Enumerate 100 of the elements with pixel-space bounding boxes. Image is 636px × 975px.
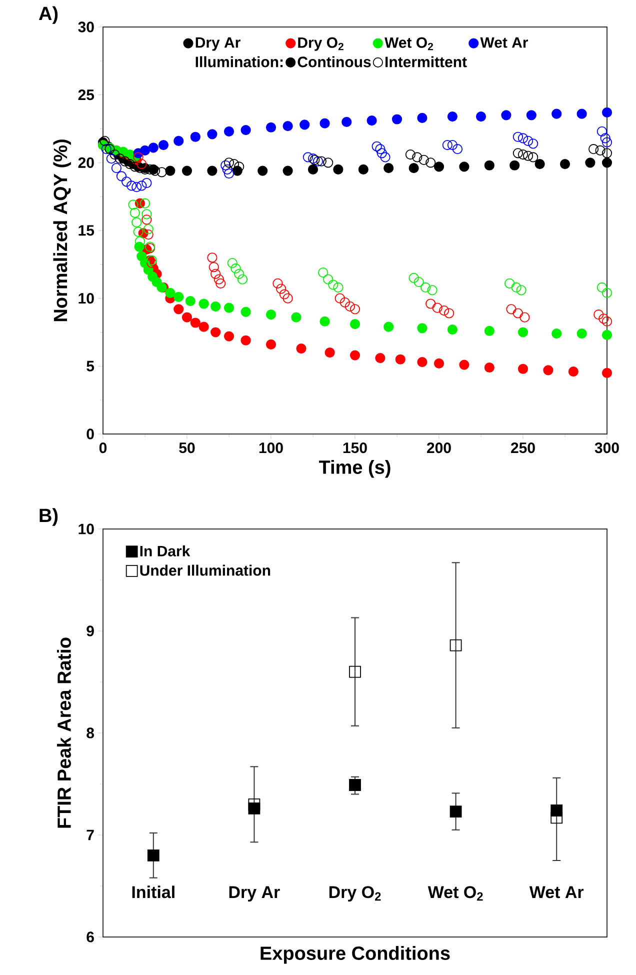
y-tick-label: 6 bbox=[86, 932, 94, 942]
point bbox=[602, 330, 612, 340]
point bbox=[148, 142, 158, 153]
point bbox=[543, 365, 554, 376]
annotation: Illumination: bbox=[196, 56, 283, 68]
point bbox=[450, 806, 462, 818]
point bbox=[165, 166, 176, 176]
point bbox=[324, 348, 335, 358]
y-tick-label: 9 bbox=[86, 626, 94, 636]
point bbox=[228, 158, 240, 170]
point bbox=[214, 274, 224, 284]
point bbox=[518, 327, 528, 338]
point bbox=[384, 163, 394, 174]
point bbox=[414, 276, 424, 288]
point bbox=[116, 171, 127, 182]
point bbox=[350, 350, 360, 360]
point bbox=[568, 366, 578, 377]
point bbox=[133, 152, 144, 162]
point bbox=[506, 304, 516, 314]
point bbox=[408, 272, 419, 284]
point bbox=[375, 352, 386, 364]
point bbox=[576, 108, 587, 119]
point bbox=[224, 331, 234, 342]
point bbox=[516, 285, 526, 296]
point bbox=[328, 280, 338, 290]
y-axis-title: Normalized AQY (%) bbox=[53, 140, 71, 322]
point bbox=[182, 166, 192, 176]
point bbox=[318, 268, 328, 278]
point bbox=[158, 140, 169, 150]
point bbox=[227, 258, 238, 268]
point bbox=[392, 114, 402, 124]
point bbox=[427, 285, 438, 296]
point bbox=[380, 152, 390, 162]
annotation: Continous bbox=[298, 56, 371, 68]
y-tick-label: 30 bbox=[78, 22, 94, 32]
point bbox=[224, 126, 234, 137]
legend-label: Dry Ar bbox=[196, 37, 240, 51]
point bbox=[522, 136, 534, 146]
x-tick-label: 250 bbox=[511, 442, 535, 454]
y-axis-title: FTIR Peak Area Ratio bbox=[57, 638, 71, 828]
y-tick-label: 7 bbox=[86, 830, 94, 840]
point bbox=[320, 316, 330, 326]
point bbox=[588, 144, 599, 154]
point bbox=[224, 302, 234, 313]
x-tick-label: Dry Ar bbox=[229, 886, 280, 902]
point bbox=[417, 323, 428, 334]
point bbox=[349, 779, 361, 791]
point bbox=[434, 162, 444, 172]
point bbox=[447, 140, 458, 150]
point bbox=[526, 110, 536, 120]
point bbox=[408, 163, 419, 174]
point bbox=[248, 798, 260, 810]
point bbox=[106, 154, 116, 164]
point bbox=[240, 335, 251, 346]
point bbox=[560, 158, 570, 170]
legend-label: Dry O$_{2}$ bbox=[298, 37, 344, 51]
point bbox=[207, 252, 218, 263]
point bbox=[358, 164, 368, 174]
point bbox=[234, 268, 244, 279]
point bbox=[114, 154, 125, 164]
point bbox=[426, 298, 436, 309]
y-tick-label: 15 bbox=[78, 225, 94, 236]
point bbox=[340, 297, 350, 308]
point bbox=[190, 318, 200, 328]
point bbox=[528, 138, 538, 149]
point bbox=[518, 364, 528, 374]
point bbox=[230, 263, 241, 274]
point bbox=[512, 148, 524, 158]
point bbox=[198, 322, 209, 332]
point bbox=[512, 132, 524, 142]
point bbox=[174, 292, 184, 302]
point bbox=[198, 298, 209, 309]
point bbox=[585, 158, 596, 168]
point bbox=[142, 214, 152, 225]
point bbox=[208, 262, 219, 272]
point bbox=[222, 164, 232, 174]
point bbox=[459, 360, 470, 370]
point bbox=[130, 162, 140, 172]
legend-label: Under Illumination bbox=[140, 564, 270, 576]
point bbox=[237, 274, 248, 284]
point bbox=[121, 176, 132, 187]
point bbox=[417, 112, 428, 123]
point bbox=[110, 149, 120, 160]
point bbox=[376, 148, 387, 158]
point bbox=[140, 198, 150, 208]
point bbox=[484, 160, 494, 170]
point bbox=[504, 278, 515, 288]
x-tick-label: Wet Ar bbox=[529, 886, 584, 898]
point bbox=[420, 282, 431, 293]
y-tick-label: 0 bbox=[86, 428, 94, 440]
point bbox=[518, 133, 528, 144]
point bbox=[550, 812, 563, 824]
point bbox=[174, 304, 184, 314]
point bbox=[210, 268, 221, 279]
point bbox=[602, 368, 612, 378]
legend-label: Wet Ar bbox=[480, 37, 528, 48]
point bbox=[438, 305, 450, 316]
point bbox=[333, 164, 344, 174]
point bbox=[174, 136, 184, 146]
point bbox=[412, 152, 422, 162]
